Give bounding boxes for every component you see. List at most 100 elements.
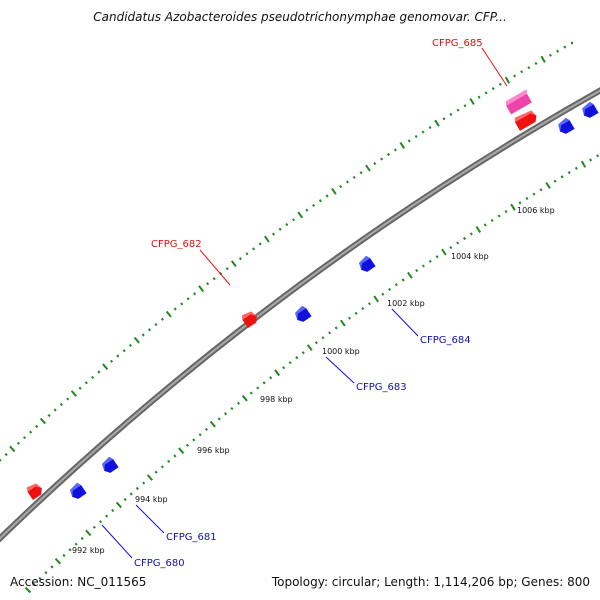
gene-feature-cfpg-680[interactable]	[67, 482, 87, 501]
genome-summary-label: Topology: circular; Length: 1,114,206 bp…	[271, 575, 590, 589]
tick-mark	[4, 452, 8, 457]
tick-mark	[204, 427, 208, 432]
tick-mark	[469, 97, 475, 105]
tick-mark	[24, 586, 32, 594]
gene-feature-reverse[interactable]	[555, 117, 575, 136]
tick-mark	[312, 203, 316, 207]
tick-mark	[225, 267, 229, 271]
tick-mark	[288, 361, 292, 365]
tick-mark	[92, 525, 96, 529]
gene-leader-line	[135, 504, 165, 534]
gene-leader-line	[325, 356, 355, 384]
tick-mark	[491, 87, 495, 91]
tick-mark	[527, 66, 531, 70]
ruler-label-992: 992 kbp	[72, 546, 105, 555]
tick-mark	[325, 194, 329, 198]
ruler-label-1004: 1004 kbp	[451, 252, 489, 261]
tick-mark	[198, 285, 205, 293]
tick-mark	[68, 548, 72, 552]
tick-mark	[128, 343, 132, 348]
tick-mark	[442, 117, 446, 121]
tick-mark	[91, 375, 95, 379]
tick-mark	[80, 536, 84, 541]
gene-label-cfpg-684[interactable]: CFPG_684	[420, 335, 471, 346]
tick-mark	[477, 95, 481, 99]
gene-feature-forward[interactable]	[513, 108, 539, 131]
tick-mark	[331, 187, 337, 195]
gene-label-cfpg-682[interactable]: CFPG_682	[151, 239, 202, 250]
gene-feature-forward[interactable]	[25, 481, 44, 501]
tick-mark	[365, 164, 371, 172]
tick-mark	[47, 413, 51, 418]
tick-mark	[291, 218, 296, 222]
tick-mark	[463, 104, 467, 108]
tick-mark	[256, 386, 260, 390]
tick-mark	[22, 436, 27, 440]
tick-mark	[456, 108, 460, 112]
gene-feature-cfpg-682[interactable]	[240, 309, 259, 329]
tick-mark	[271, 232, 276, 236]
gene-label-cfpg-685[interactable]: CFPG_685	[432, 38, 483, 49]
tick-mark	[206, 282, 210, 286]
tick-mark	[123, 497, 127, 502]
tick-mark	[421, 264, 425, 268]
tick-mark	[414, 134, 418, 139]
tick-mark	[165, 310, 172, 318]
gene-feature-reverse[interactable]	[579, 101, 599, 120]
tick-mark	[373, 295, 380, 303]
gene-label-cfpg-681[interactable]: CFPG_681	[166, 532, 217, 543]
tick-mark	[282, 366, 286, 370]
tick-mark	[449, 246, 453, 250]
tick-mark	[35, 424, 39, 429]
tick-mark	[428, 126, 432, 130]
tick-mark	[504, 76, 511, 84]
tick-mark	[135, 486, 139, 491]
tick-mark	[142, 481, 146, 485]
tick-mark	[334, 326, 338, 330]
tick-mark	[66, 397, 70, 401]
tick-mark	[54, 558, 62, 565]
tick-mark	[449, 112, 453, 117]
tick-mark	[154, 322, 158, 327]
tick-mark	[102, 363, 109, 370]
tick-mark	[373, 162, 377, 166]
gene-label-cfpg-680[interactable]: CFPG_680	[134, 558, 185, 569]
tick-mark	[217, 417, 221, 421]
tick-mark	[141, 333, 145, 337]
tick-mark	[553, 179, 557, 183]
tick-mark	[173, 307, 177, 311]
tick-mark	[50, 565, 54, 569]
tick-mark	[78, 386, 82, 390]
gene-label-cfpg-683[interactable]: CFPG_683	[356, 382, 407, 393]
tick-mark	[428, 259, 432, 263]
tick-mark	[490, 218, 494, 223]
tick-mark	[148, 328, 152, 332]
gene-feature-cfpg-681[interactable]	[99, 456, 119, 475]
tick-mark	[285, 223, 289, 227]
tick-mark	[497, 214, 501, 218]
tick-mark	[388, 287, 392, 291]
tick-mark	[154, 470, 158, 474]
tick-mark	[180, 302, 184, 306]
tick-mark	[133, 336, 140, 344]
tick-mark	[510, 203, 516, 211]
gene-feature-cfpg-683[interactable]	[292, 305, 312, 324]
tick-mark	[198, 433, 202, 437]
tick-mark	[498, 82, 502, 86]
gene-feature-cfpg-685[interactable]	[504, 89, 534, 115]
tick-mark	[74, 542, 78, 546]
tick-mark	[59, 402, 63, 407]
tick-mark	[518, 201, 522, 205]
tick-mark	[9, 445, 16, 453]
tick-mark	[115, 501, 122, 509]
tick-mark	[274, 369, 281, 377]
tick-mark	[359, 171, 363, 175]
tick-mark	[394, 283, 398, 287]
tick-mark	[504, 210, 508, 214]
tick-mark	[116, 354, 120, 358]
tick-mark	[62, 553, 66, 558]
ruler-label-1006: 1006 kbp	[517, 206, 555, 215]
tick-mark	[238, 257, 242, 261]
gene-feature-cfpg-684[interactable]	[356, 255, 376, 274]
